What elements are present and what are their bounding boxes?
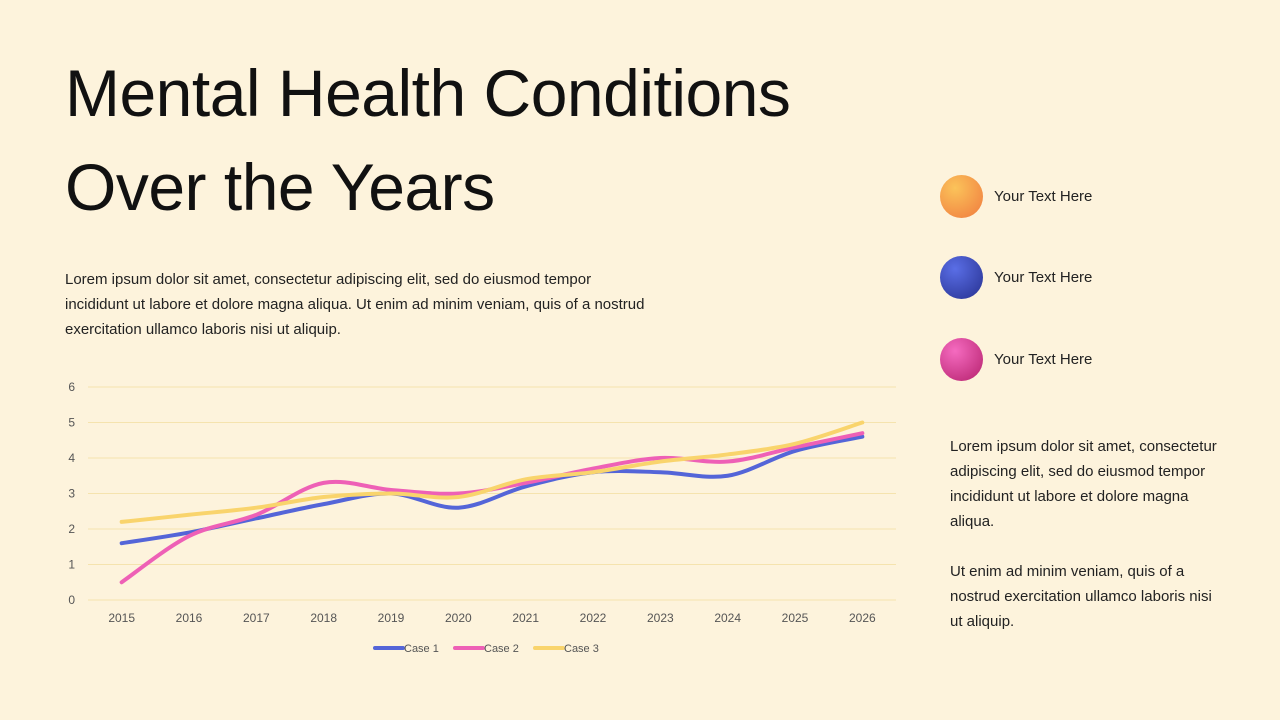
legend-item: Your Text Here: [940, 256, 1092, 299]
item-label: Your Text Here: [994, 351, 1093, 368]
x-tick-label: 2019: [378, 611, 405, 625]
x-tick-label: 2017: [243, 611, 270, 625]
item-label: Your Text Here: [994, 188, 1093, 205]
description: Lorem ipsum dolor sit amet, consectetur …: [65, 271, 645, 338]
y-tick-label: 3: [68, 487, 75, 501]
x-tick-label: 2025: [782, 611, 809, 625]
legend-label: Case 2: [484, 643, 519, 655]
line: [119, 434, 865, 546]
side-paragraph: Lorem ipsum dolor sit amet, consectetur …: [950, 438, 1217, 530]
legend-label: Case 1: [404, 643, 439, 655]
icon: [940, 175, 983, 218]
item-label: Your Text Here: [994, 269, 1093, 286]
side-paragraph: Ut enim ad minim veniam, quis of a nostr…: [950, 563, 1212, 630]
x-tick-label: 2026: [849, 611, 876, 625]
y-tick-label: 2: [68, 522, 75, 536]
chart: 0 1 2 3 4 5 6 2015 2016 2017 2018 2019 2020 2021 2022 2…: [68, 380, 896, 655]
legend-item: Your Text Here: [940, 175, 1092, 218]
icon: [940, 256, 983, 299]
x-tick-label: 2015: [108, 611, 135, 625]
y-tick-label: 4: [68, 451, 75, 465]
line: [119, 431, 865, 585]
legend-item: Your Text Here: [940, 338, 1092, 381]
y-tick-label: 5: [68, 416, 75, 430]
y-tick-label: 1: [68, 558, 75, 572]
icon: [940, 338, 983, 381]
x-tick-label: 2016: [176, 611, 203, 625]
x-tick-label: 2024: [714, 611, 741, 625]
x-tick-label: 2023: [647, 611, 674, 625]
x-tick-label: 2022: [580, 611, 607, 625]
x-tick-label: 2021: [512, 611, 539, 625]
x-tick-label: 2018: [310, 611, 337, 625]
slide-title: Mental Health Conditions Over the Years: [65, 56, 791, 224]
y-tick-label: 0: [68, 593, 75, 607]
line: [119, 420, 865, 524]
x-tick-label: 2020: [445, 611, 472, 625]
y-tick-label: 6: [68, 380, 75, 394]
legend-label: Case 3: [564, 643, 599, 655]
